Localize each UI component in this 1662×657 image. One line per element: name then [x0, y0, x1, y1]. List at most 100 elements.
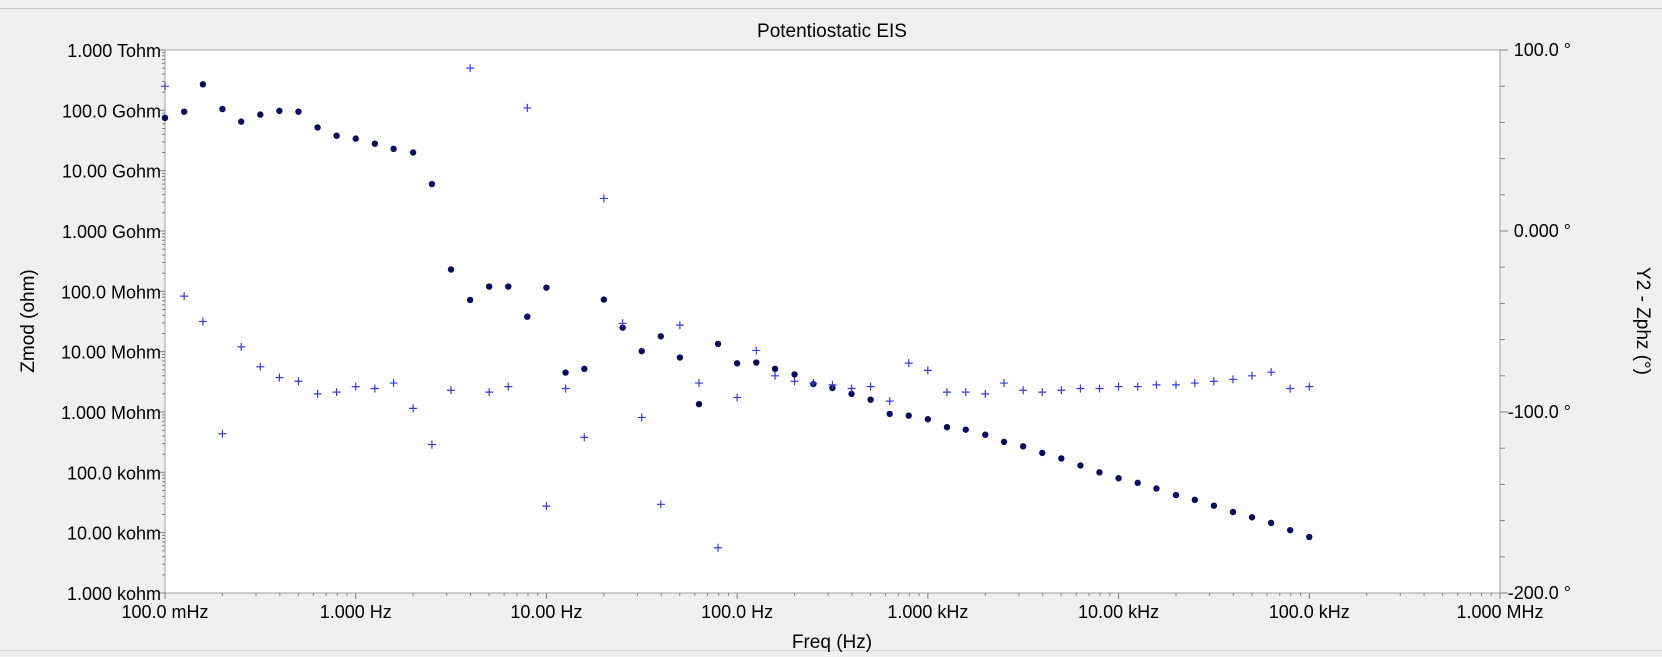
zmod-point [1267, 519, 1275, 527]
y-tick-label: 100.0 kohm [67, 463, 161, 483]
phase-point [561, 384, 570, 393]
zmod-point [180, 108, 188, 115]
zmod-series [161, 81, 1313, 541]
zmod-point [352, 135, 359, 142]
zmod-point [371, 140, 379, 147]
phase-point [733, 393, 742, 402]
zmod-point [1019, 443, 1027, 450]
zmod-point [199, 81, 207, 88]
phase-point [1267, 368, 1276, 377]
phase-point [409, 404, 418, 413]
zmod-point [447, 266, 455, 273]
phase-point [828, 380, 837, 389]
phase-point [675, 321, 684, 330]
zmod-point [543, 284, 550, 291]
zmod-point [695, 400, 703, 408]
zmod-point [238, 118, 245, 125]
phase-point [580, 433, 589, 442]
zmod-point [962, 426, 969, 433]
zmod-point [1172, 491, 1180, 499]
zmod-point [905, 412, 912, 419]
phase-point [771, 371, 780, 380]
zmod-point [562, 369, 569, 376]
zmod-point [867, 396, 874, 403]
zmod-point [276, 107, 283, 115]
phase-point [332, 388, 341, 397]
zmod-point [466, 296, 474, 304]
x-tick-label: 1.000 Hz [320, 602, 392, 622]
phase-point [427, 440, 436, 449]
zmod-point [1000, 438, 1008, 446]
phase-point [637, 413, 646, 422]
phase-point [904, 359, 913, 368]
zmod-point [1058, 455, 1065, 462]
zmod-point [314, 124, 321, 131]
zmod-point [1096, 469, 1103, 476]
zmod-point [485, 283, 493, 290]
zmod-point [390, 145, 397, 153]
zmod-point [619, 324, 626, 331]
zmod-point [257, 111, 264, 118]
x-tick-label: 100.0 Hz [701, 602, 773, 622]
zmod-point [1134, 479, 1141, 487]
y2-axis-title: Y2 - Zphz (°) [1632, 267, 1653, 375]
x-tick-label: 100.0 mHz [121, 602, 208, 622]
phase-point [275, 373, 284, 382]
phase-point [790, 377, 799, 386]
x-tick-label: 100.0 kHz [1269, 602, 1350, 622]
zmod-point [1248, 514, 1256, 521]
zmod-point [1039, 449, 1046, 457]
phase-point [885, 397, 894, 406]
zmod-point [524, 313, 531, 320]
y2-tick-label: 100.0 ° [1514, 40, 1571, 60]
phase-point [618, 319, 627, 328]
y-tick-label: 100.0 Gohm [62, 101, 161, 121]
phase-point [1228, 375, 1237, 384]
zmod-point [924, 415, 932, 423]
zmod-point [753, 359, 760, 366]
y-tick-label: 1.000 Mohm [61, 403, 161, 423]
zmod-point [848, 390, 855, 398]
y-tick-label: 1.000 Tohm [67, 41, 161, 61]
x-axis-title: Freq (Hz) [792, 632, 872, 653]
phase-point [599, 194, 608, 203]
zmod-point [1191, 496, 1198, 504]
phase-point [218, 429, 227, 438]
zmod-point [676, 354, 684, 361]
y-axis-title: Zmod (ohm) [18, 269, 39, 372]
phase-point [981, 389, 990, 398]
phase-point [198, 317, 207, 326]
phase-point [466, 64, 475, 73]
y-tick-label: 10.00 Mohm [61, 343, 161, 363]
plot-area [164, 49, 1501, 594]
y-tick-label: 10.00 kohm [67, 524, 161, 544]
window-top-border [0, 8, 1662, 9]
phase-point [752, 346, 761, 355]
phase-series [161, 64, 1314, 552]
zmod-point [638, 347, 645, 355]
zmod-point [771, 365, 779, 373]
phase-point [161, 82, 169, 91]
y2-tick-label: -200.0 ° [1508, 583, 1571, 603]
zmod-point [657, 333, 665, 340]
phase-point [656, 500, 665, 509]
x-tick-label: 10.00 Hz [510, 602, 582, 622]
x-tick-label: 10.00 kHz [1078, 602, 1159, 622]
x-tick-label: 1.000 kHz [887, 602, 968, 622]
zmod-point [714, 340, 722, 348]
phase-point [447, 386, 456, 395]
zmod-point [982, 431, 989, 438]
phase-point [389, 379, 398, 388]
y2-tick-label: 0.000 ° [1514, 221, 1571, 241]
zmod-point [219, 105, 226, 113]
phase-point [1209, 377, 1218, 386]
zmod-point [1306, 533, 1313, 541]
zmod-point [505, 283, 512, 290]
phase-point [1076, 384, 1085, 393]
phase-point [942, 388, 951, 397]
phase-point [866, 382, 875, 391]
phase-point [1000, 379, 1009, 388]
zmod-point [1077, 462, 1084, 469]
phase-point [542, 502, 551, 511]
